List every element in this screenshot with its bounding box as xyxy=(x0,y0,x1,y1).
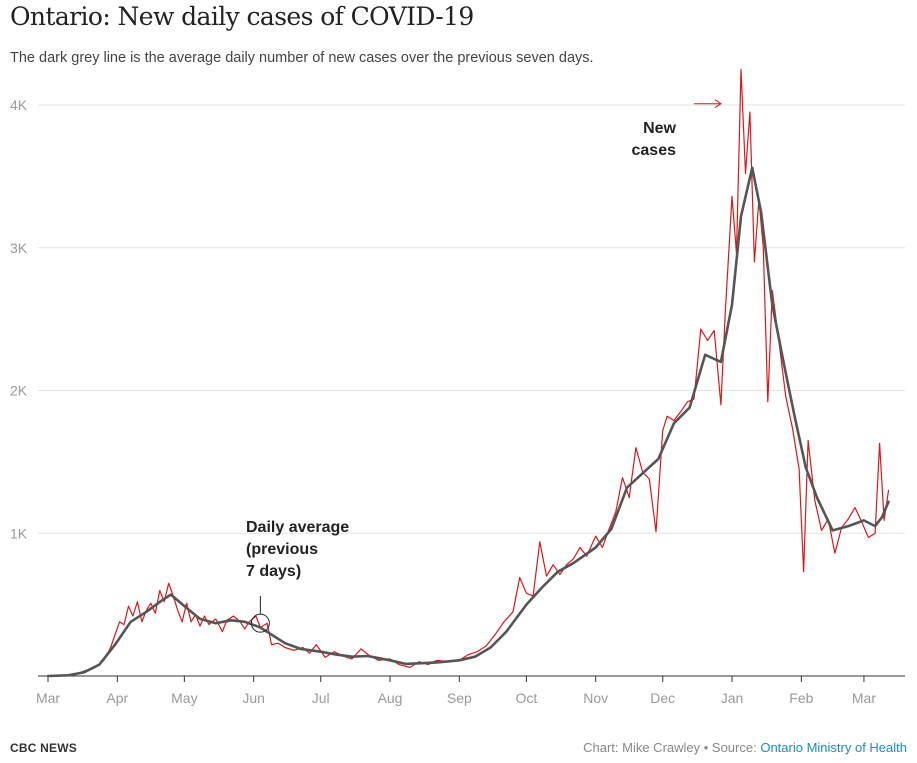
credit-line: Chart: Mike Crawley • Source: Ontario Mi… xyxy=(583,740,907,755)
annotation-average-label: (previous xyxy=(246,541,318,558)
chart-title: Ontario: New daily cases of COVID-19 xyxy=(10,2,474,31)
x-tick-label: Jul xyxy=(312,690,330,706)
x-tick-label: Aug xyxy=(378,690,403,706)
x-tick-label: Jun xyxy=(242,690,265,706)
annotation-circle xyxy=(250,613,270,633)
average-line xyxy=(46,166,890,678)
chart-subtitle: The dark grey line is the average daily … xyxy=(10,50,594,66)
annotation-average-label: 7 days) xyxy=(246,563,301,580)
x-tick-label: Dec xyxy=(650,690,675,706)
y-tick-label: 1K xyxy=(10,525,28,541)
brand-label: CBC NEWS xyxy=(10,741,77,755)
grid-layer: 1K 2K 3K 4K Mar Apr May Jun Jul Aug Sep Oct Nov Dec Ja… xyxy=(10,97,905,706)
annotation-arrow-head xyxy=(714,99,722,109)
source-link[interactable]: Ontario Ministry of Health xyxy=(760,740,907,755)
annotation-layer: New cases Daily average (previous 7 days) xyxy=(246,99,722,633)
x-tick-label: Apr xyxy=(106,690,128,706)
y-tick-label: 4K xyxy=(10,97,28,113)
x-tick-label: Sep xyxy=(447,690,472,706)
annotation-average-label: Daily average xyxy=(246,519,349,536)
x-tick-label: May xyxy=(171,690,197,706)
annotation-new-cases-label: cases xyxy=(632,142,677,159)
x-tick-label: Jan xyxy=(721,690,744,706)
x-tick-label: Mar xyxy=(852,690,876,706)
credit-text: Chart: Mike Crawley • Source: xyxy=(583,740,761,755)
x-tick-label: Feb xyxy=(789,690,813,706)
annotation-new-cases-label: New xyxy=(643,120,676,137)
y-tick-label: 3K xyxy=(10,240,28,256)
series-layer xyxy=(46,68,890,678)
x-tick-label: Oct xyxy=(515,690,537,706)
x-tick-label: Nov xyxy=(583,690,608,706)
new-cases-line xyxy=(47,68,890,677)
x-tick-label: Mar xyxy=(36,690,60,706)
y-tick-label: 2K xyxy=(10,383,28,399)
